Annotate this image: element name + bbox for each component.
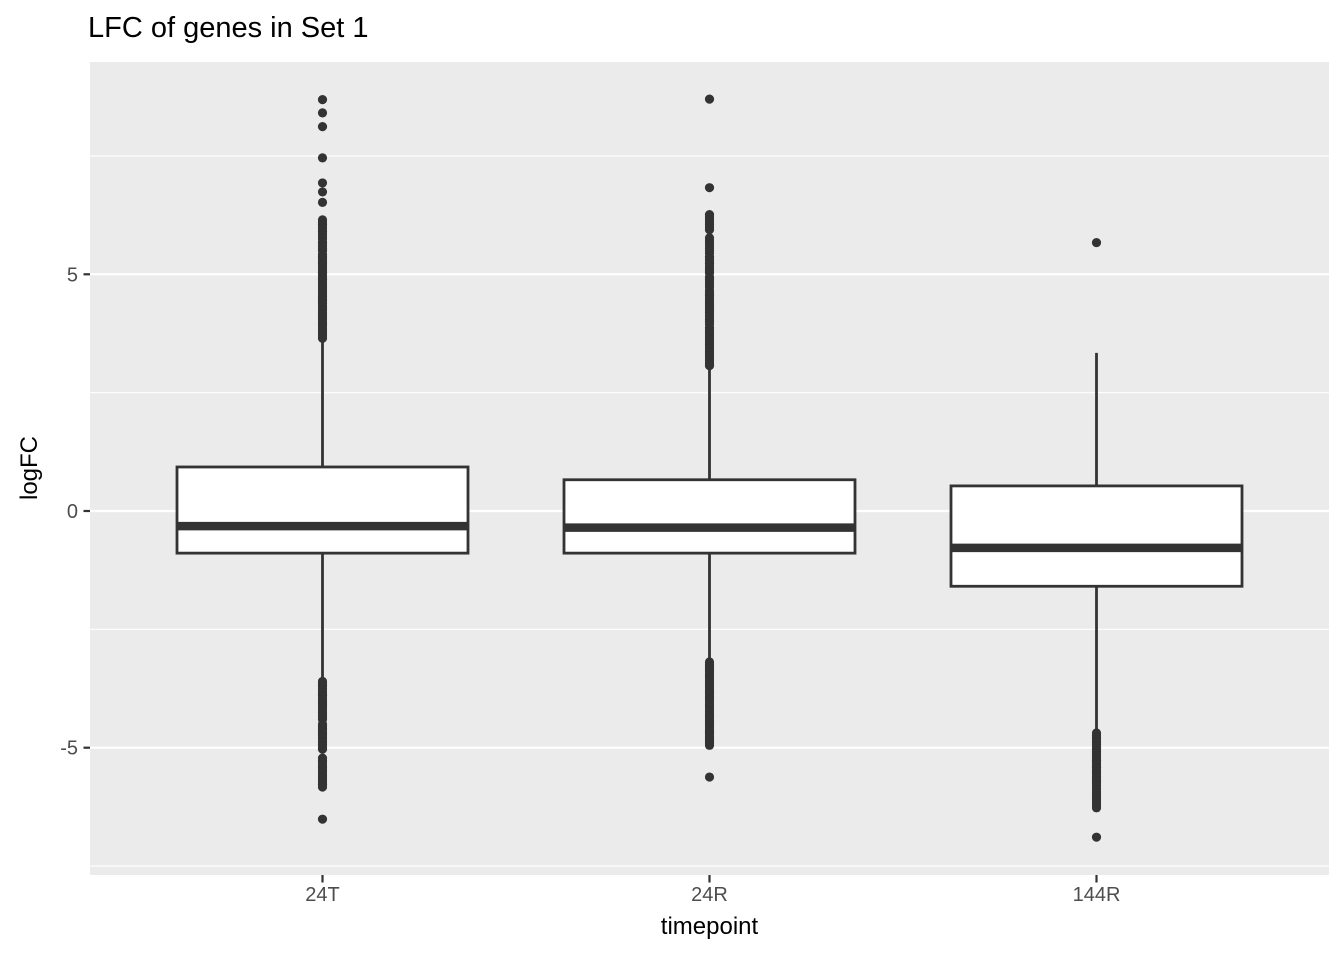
outlier-point-144R bbox=[1091, 803, 1102, 813]
box-24T bbox=[175, 465, 470, 555]
x-axis-title: timepoint bbox=[660, 913, 759, 940]
outlier-point-24T bbox=[317, 814, 328, 824]
outlier-point-24R bbox=[704, 772, 715, 782]
outlier-point-24T bbox=[317, 782, 328, 792]
outlier-point-24T bbox=[317, 333, 328, 343]
outlier-point-24T bbox=[317, 178, 328, 188]
outlier-point-24T bbox=[317, 744, 328, 754]
y-tick-label: -5 bbox=[60, 738, 78, 760]
outlier-point-24R bbox=[704, 183, 715, 193]
box-24R bbox=[562, 478, 857, 555]
outlier-point-24R bbox=[704, 740, 715, 750]
outlier-point-24R bbox=[704, 225, 715, 235]
chart-title: LFC of genes in Set 1 bbox=[88, 12, 369, 44]
y-tick-label: 5 bbox=[67, 264, 78, 286]
x-tick-label-144R: 144R bbox=[1073, 884, 1121, 906]
outlier-point-24T bbox=[317, 153, 328, 163]
outlier-point-24T bbox=[317, 108, 328, 118]
x-tick-label-24T: 24T bbox=[305, 884, 339, 906]
outlier-point-144R bbox=[1091, 237, 1102, 248]
outlier-point-24T bbox=[317, 187, 328, 197]
outlier-point-24R bbox=[704, 94, 715, 104]
outlier-point-24R bbox=[704, 361, 715, 371]
box-144R bbox=[949, 484, 1244, 588]
outlier-point-24T bbox=[317, 121, 328, 132]
outlier-point-144R bbox=[1091, 832, 1102, 842]
outlier-point-24T bbox=[317, 197, 328, 207]
outlier-point-24T bbox=[317, 95, 328, 105]
y-tick-label: 0 bbox=[67, 501, 78, 523]
x-tick-label-24R: 24R bbox=[691, 884, 728, 906]
